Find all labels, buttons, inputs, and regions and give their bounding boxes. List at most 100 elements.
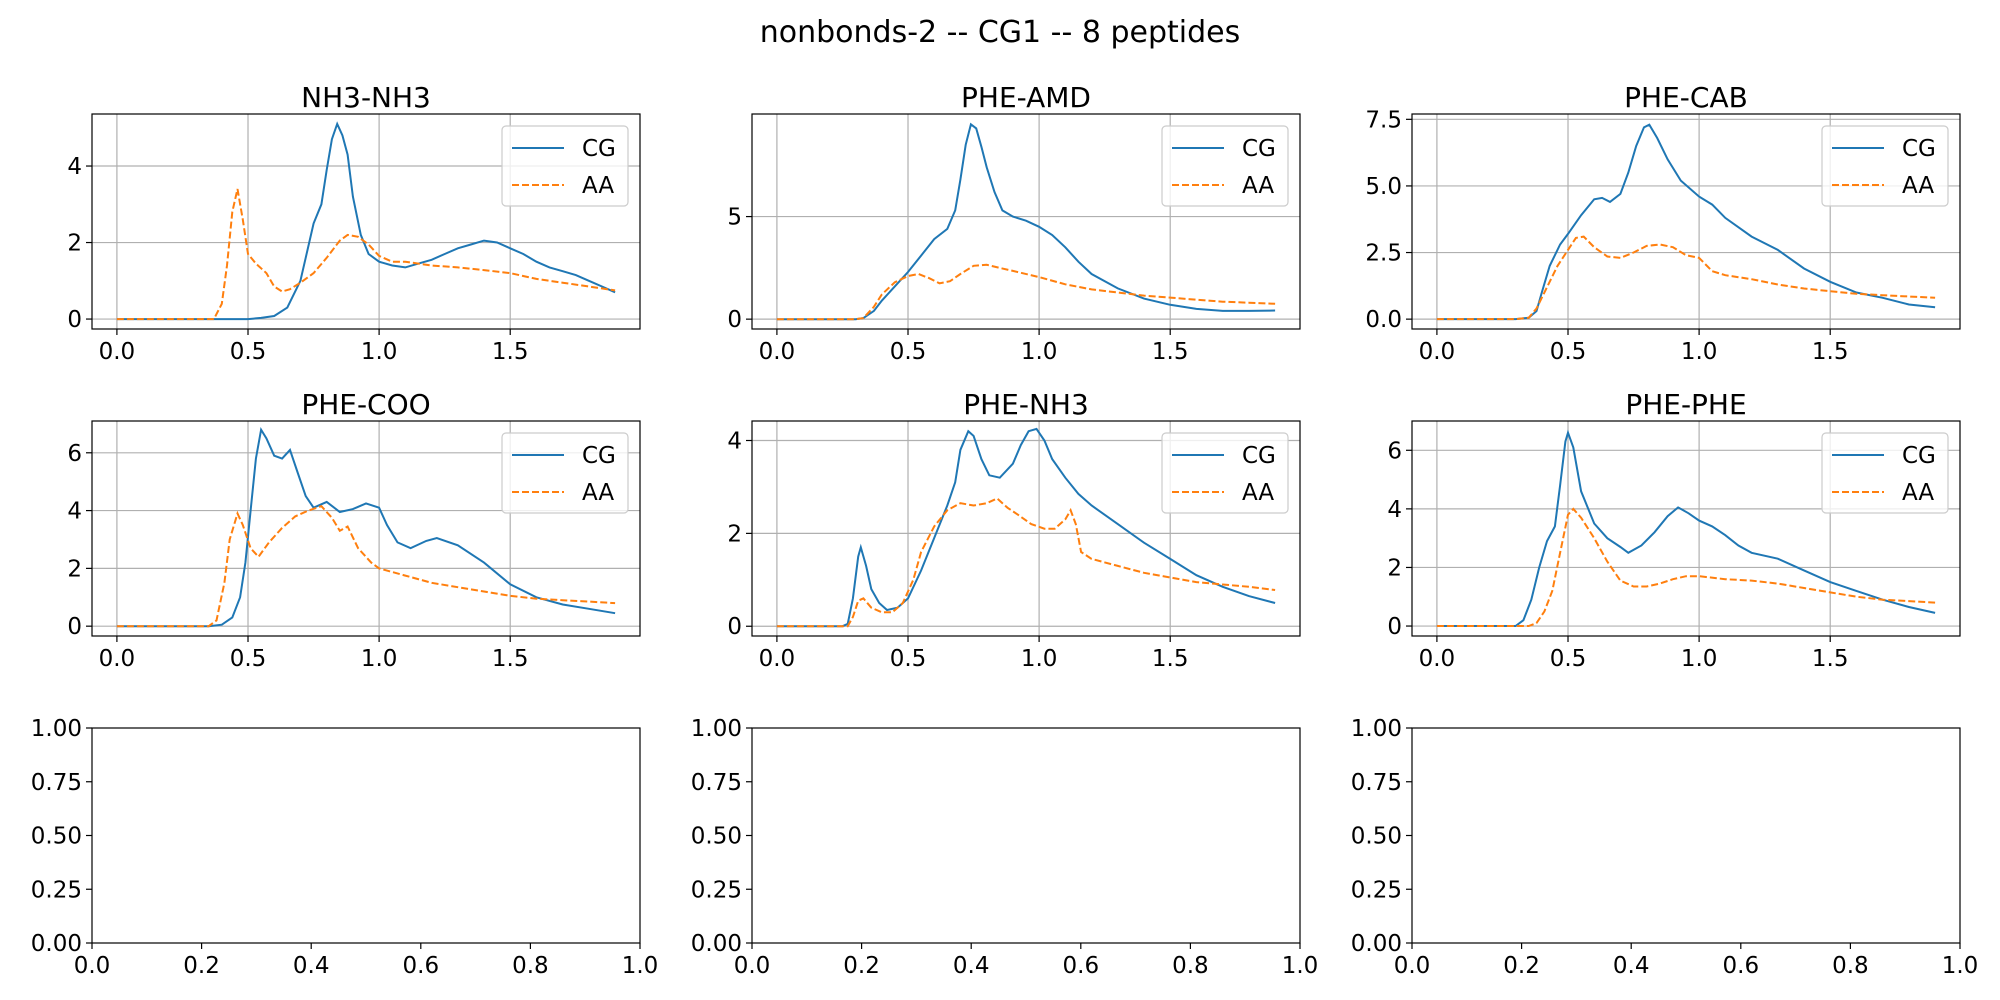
legend-label-aa: AA [1902,173,1934,199]
subplot-2: 0.0 0.5 1.0 1.5 0 5 PHE-AMD CG AA [727,81,1301,365]
subplot-5: 0.0 0.5 1.0 1.5 0 2 4 PHE-NH3 CG AA [727,388,1301,672]
legend: CG AA [1161,432,1289,514]
y-tick-label: 0 [1387,614,1402,640]
y-tick-label: 1.00 [31,716,82,742]
y-tick-label: 0.50 [1351,824,1402,850]
legend: CG AA [1821,125,1949,207]
y-tick-label: 7.5 [1365,107,1402,133]
legend-label-cg: CG [1242,443,1276,469]
x-tick-label: 0.0 [1419,339,1456,365]
x-tick-label: 0.2 [183,953,220,979]
y-tick-label: 0.25 [1351,877,1402,903]
x-tick-label: 1.0 [1021,339,1058,365]
x-tick-label: 0.4 [953,953,990,979]
x-tick-label: 0.0 [759,339,796,365]
legend-label-cg: CG [582,136,616,162]
x-tick-label: 1.5 [1152,339,1189,365]
axes-frame [751,727,1301,944]
axes-frame [91,727,641,944]
legend-label-cg: CG [1902,443,1936,469]
legend-label-aa: AA [582,173,614,199]
y-tick-label: 2 [1387,555,1402,581]
legend-label-aa: AA [1242,173,1274,199]
series-line-aa [116,505,616,628]
x-tick-label: 1.0 [622,953,659,979]
axes-frame [751,113,1301,330]
subplot-4: 0.0 0.5 1.0 1.5 0 2 4 6 PHE-COO CG AA [67,388,641,672]
y-tick-label: 0 [67,307,82,333]
x-tick-label: 0.5 [230,646,267,672]
x-tick-label: 1.0 [361,646,398,672]
legend-label-cg: CG [582,443,616,469]
y-tick-label: 0.25 [31,877,82,903]
subplot-9: 0.0 0.2 0.4 0.6 0.8 1.0 0.00 0.25 0.50 0.75 1.00 [1351,716,1979,979]
x-tick-label: 0.5 [230,339,267,365]
x-tick-label: 0.0 [734,953,771,979]
x-tick-label: 1.5 [492,646,529,672]
x-tick-label: 0.6 [403,953,440,979]
x-tick-label: 1.0 [1282,953,1319,979]
x-tick-label: 0.6 [1723,953,1760,979]
series-line-cg [1436,123,1936,321]
series-line-aa [776,263,1276,321]
x-tick-label: 1.0 [1681,339,1718,365]
y-tick-label: 0.50 [691,824,742,850]
x-tick-label: 0.8 [1172,953,1209,979]
axes-frame [91,420,641,637]
subplot-3: 0.0 0.5 1.0 1.5 0.0 2.5 5.0 7.5 PHE-CAB CG AA [1365,81,1961,365]
y-tick-label: 2 [67,556,82,582]
figure-title: nonbonds-2 -- CG1 -- 8 peptides [760,15,1241,50]
legend-label-aa: AA [582,480,614,506]
subplot-8: 0.0 0.2 0.4 0.6 0.8 1.0 0.00 0.25 0.50 0.75 1.00 [691,716,1319,979]
y-tick-label: 0.75 [691,770,742,796]
subplot-title: PHE-NH3 [963,388,1089,421]
x-tick-label: 0.4 [1613,953,1650,979]
axes-frame [1411,113,1961,330]
x-tick-label: 0.8 [1832,953,1869,979]
y-tick-label: 0.00 [31,931,82,957]
axes-frame [1411,420,1961,637]
subplot-title: NH3-NH3 [301,81,431,114]
y-tick-label: 2 [67,231,82,257]
legend-label-aa: AA [1902,480,1934,506]
y-tick-label: 0.25 [691,877,742,903]
subplot-6: 0.0 0.5 1.0 1.5 0 2 4 6 PHE-PHE CG AA [1387,388,1961,672]
x-tick-label: 1.0 [361,339,398,365]
y-tick-label: 0 [67,614,82,640]
series-line-aa [116,188,616,321]
y-tick-label: 0.75 [1351,770,1402,796]
y-tick-label: 0.50 [31,824,82,850]
x-tick-label: 0.5 [1550,339,1587,365]
x-tick-label: 1.0 [1942,953,1979,979]
subplot-title: PHE-CAB [1624,81,1748,114]
y-tick-label: 0.00 [1351,931,1402,957]
y-tick-label: 4 [727,429,742,455]
y-tick-label: 0.00 [691,931,742,957]
x-tick-label: 0.0 [74,953,111,979]
legend: CG AA [1161,125,1289,207]
y-tick-label: 1.00 [691,716,742,742]
y-tick-label: 2.5 [1365,241,1402,267]
x-tick-label: 0.6 [1063,953,1100,979]
series-line-cg [116,426,616,628]
y-tick-label: 0.0 [1365,307,1402,333]
y-tick-label: 4 [67,499,82,525]
y-tick-label: 6 [67,441,82,467]
x-tick-label: 0.0 [99,646,136,672]
axes-frame [751,420,1301,637]
panels: 0.0 0.5 1.0 1.5 0 2 4 NH3-NH3 CG AA 0.0 0.5 1.0 1.5 0 5… [31,81,1979,979]
axes-frame [91,113,641,330]
y-tick-label: 1.00 [1351,716,1402,742]
x-tick-label: 0.2 [1503,953,1540,979]
y-tick-label: 0 [727,614,742,640]
legend-label-cg: CG [1242,136,1276,162]
x-tick-label: 1.5 [1152,646,1189,672]
y-tick-label: 4 [67,154,82,180]
series-line-aa [1436,235,1936,321]
series-line-cg [116,121,616,321]
subplot-1: 0.0 0.5 1.0 1.5 0 2 4 NH3-NH3 CG AA [67,81,641,365]
y-tick-label: 0.75 [31,770,82,796]
y-tick-label: 2 [727,521,742,547]
series-line-aa [776,497,1276,628]
x-tick-label: 0.0 [1419,646,1456,672]
